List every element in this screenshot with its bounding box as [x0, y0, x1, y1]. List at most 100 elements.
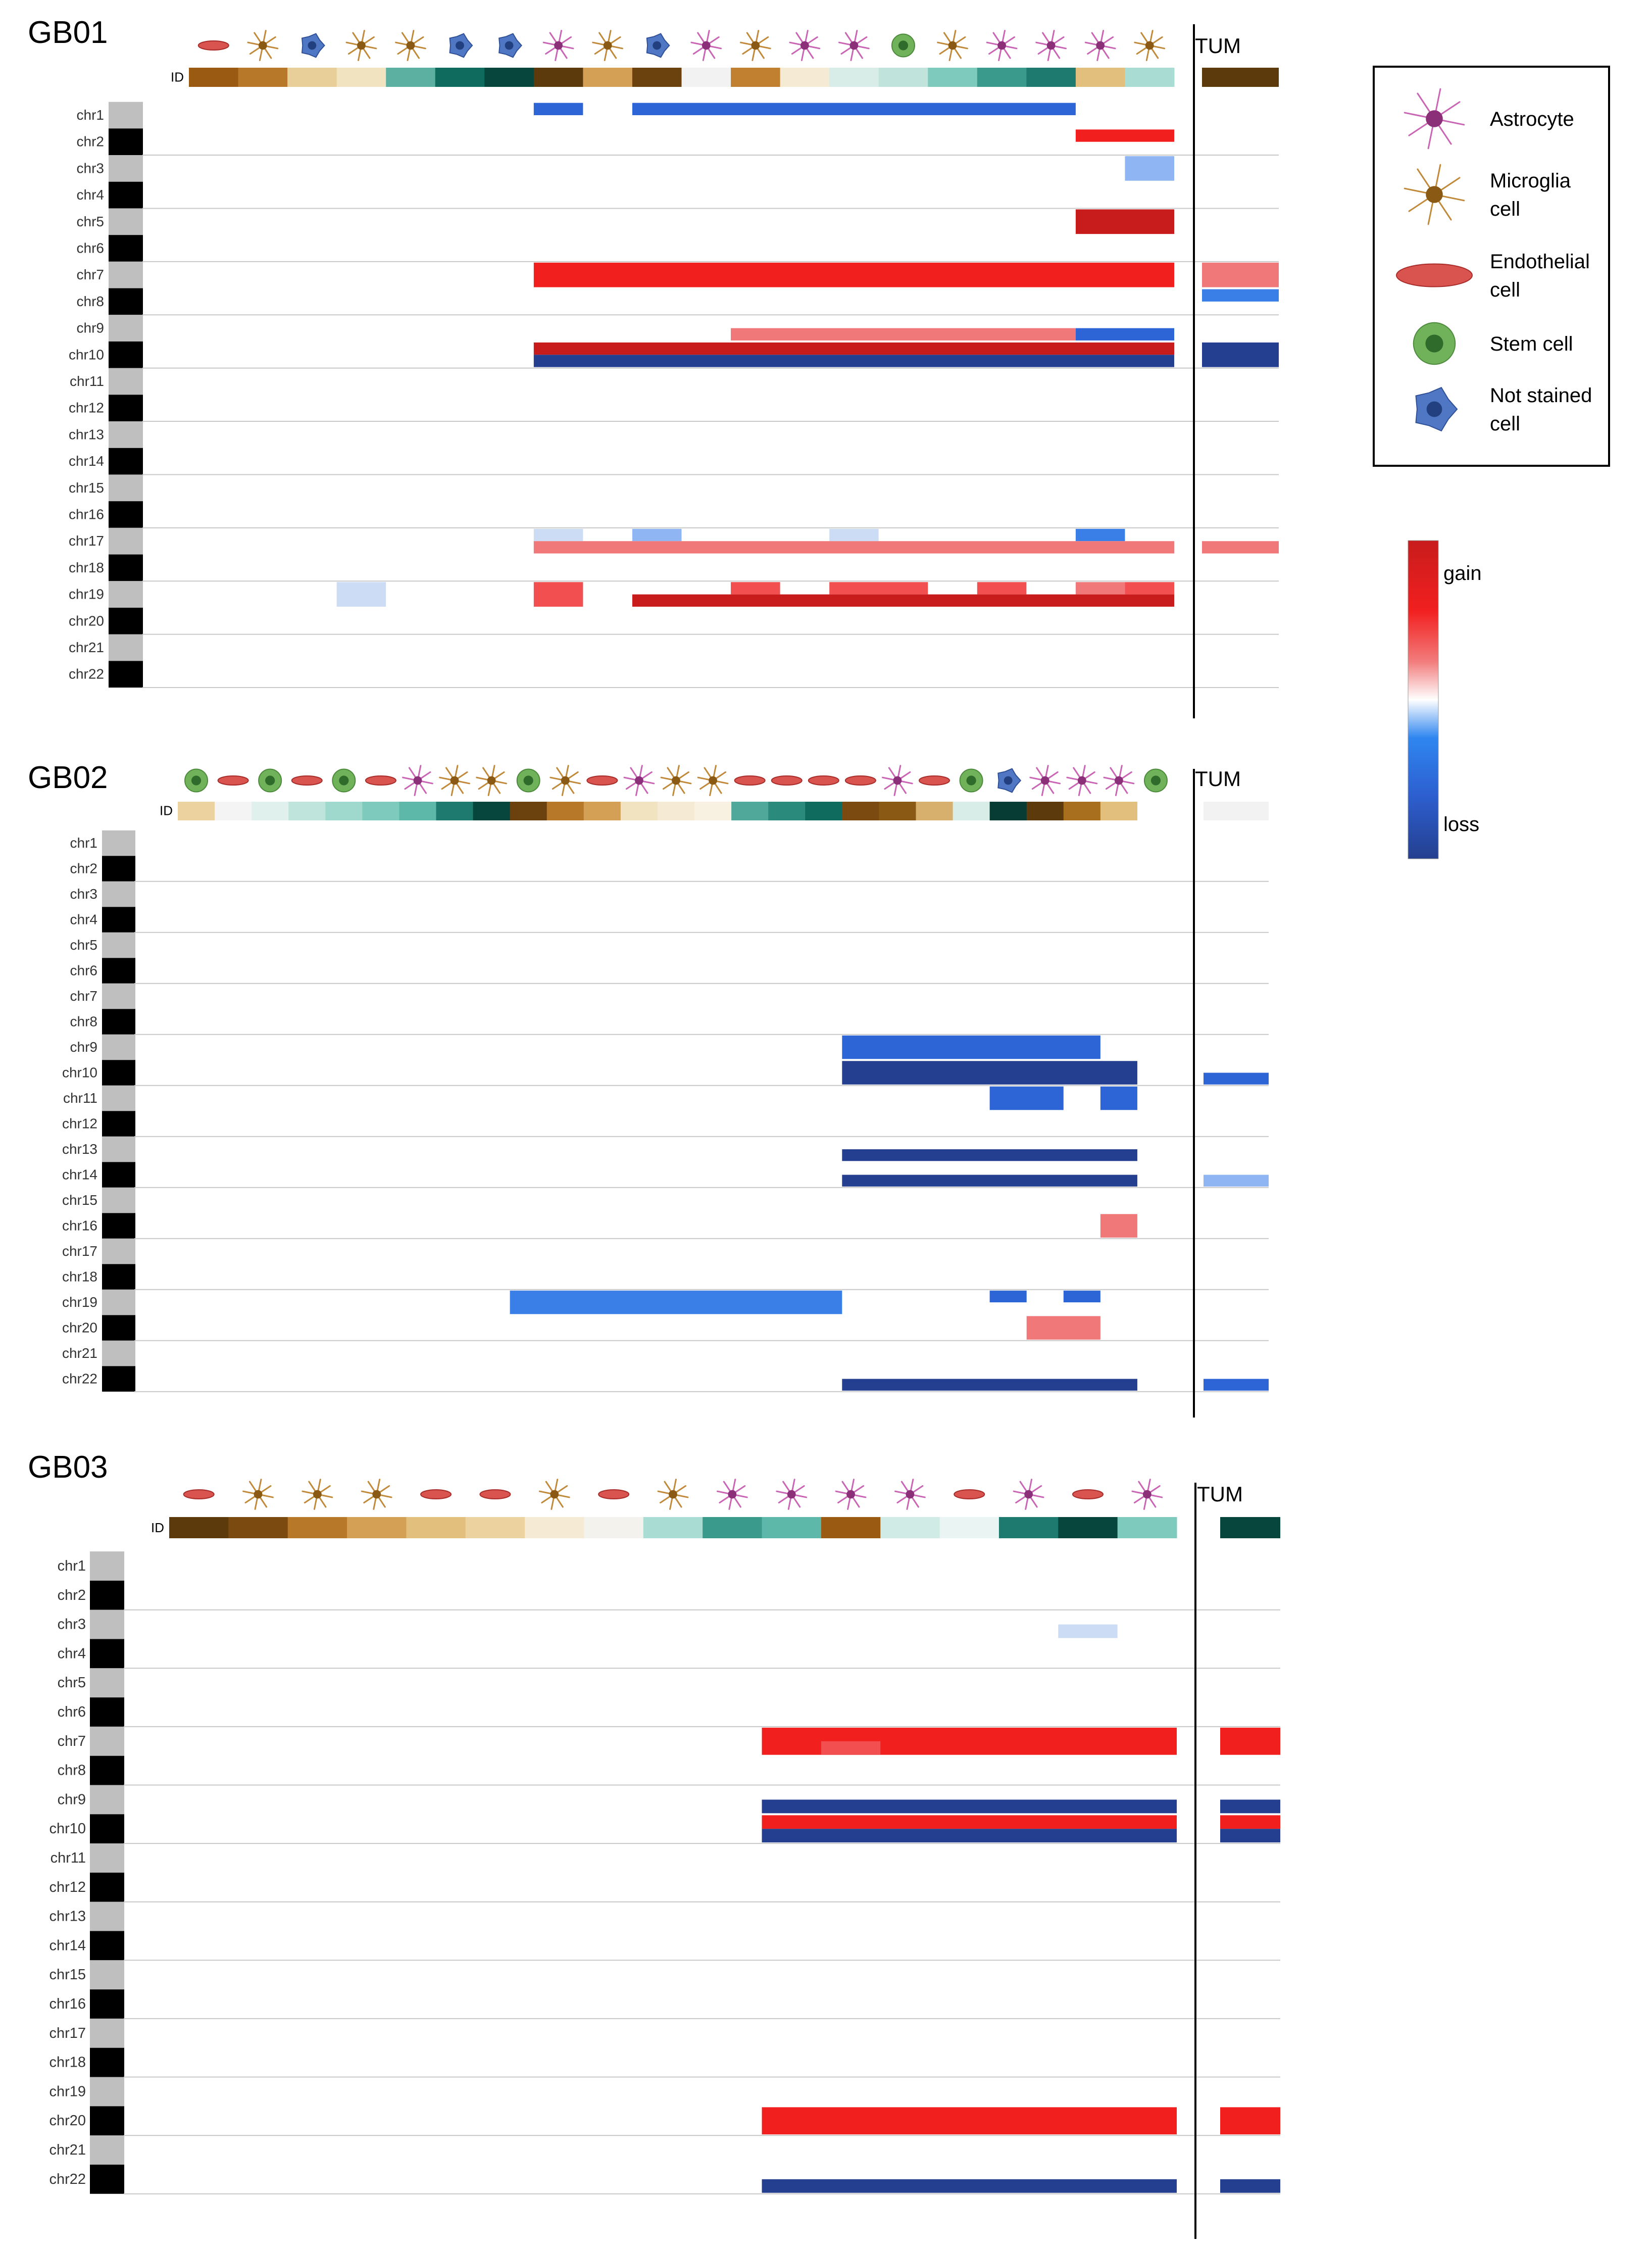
chromosome-block [102, 1238, 135, 1264]
astrocyte-icon [542, 30, 574, 61]
endothelial-icon [954, 1489, 985, 1499]
cnv-cell-chr7 [821, 1741, 881, 1755]
chromosome-block [102, 907, 135, 933]
cnv-cell-chr19 [829, 582, 928, 595]
stem-cell-icon [959, 768, 983, 793]
chromosome-label: chr18 [62, 1269, 97, 1285]
endothelial-icon [1072, 1489, 1104, 1499]
chromosome-label: chr2 [77, 134, 104, 150]
endothelial-icon [1396, 263, 1473, 287]
astrocyte-icon [894, 1479, 926, 1510]
id-swatch [1026, 68, 1076, 87]
endothelial-icon [808, 775, 839, 786]
id-label: ID [160, 803, 173, 818]
chromosome-block [90, 1843, 124, 1873]
chromosome-label: chr11 [51, 1850, 86, 1866]
chromosome-label: chr6 [58, 1704, 86, 1720]
id-swatch [643, 1517, 703, 1538]
panel-gb03: GB03IDchr1chr2chr3chr4chr5chr6chr7chr8ch… [28, 1450, 1280, 2239]
chromosome-block [90, 1901, 124, 1931]
panel-title: GB02 [28, 760, 108, 795]
astrocyte-icon [882, 765, 913, 796]
chromosome-block [90, 1639, 124, 1669]
chromosome-block [109, 181, 143, 209]
cnv-cell-chr19 [632, 594, 1174, 607]
astrocyte-icon [1404, 88, 1465, 150]
chromosome-block [102, 958, 135, 984]
chromosome-label: chr8 [58, 1763, 86, 1779]
endothelial-icon [365, 775, 396, 786]
id-swatch [336, 68, 386, 87]
chromosome-label: chr1 [70, 835, 97, 851]
id-swatch [228, 1517, 288, 1538]
chromosome-label: chr12 [49, 1879, 86, 1895]
chromosome-label: chr16 [62, 1218, 97, 1234]
tum-id-swatch [1220, 1517, 1280, 1538]
chromosome-block [102, 932, 135, 958]
cnv-cell-chr11 [989, 1086, 1064, 1110]
chromosome-block [102, 1289, 135, 1315]
stem-cell-icon [332, 768, 356, 793]
stem-cell-icon [1413, 322, 1456, 365]
chromosome-label: chr16 [69, 507, 104, 522]
not-stained-icon [1415, 386, 1458, 432]
not-stained-icon [449, 33, 473, 58]
chromosome-label: chr19 [62, 1294, 97, 1310]
astrocyte-icon [1103, 765, 1135, 796]
microglia-icon [592, 30, 624, 61]
chromosome-label: chr2 [70, 861, 97, 876]
chromosome-label: chr1 [77, 107, 104, 123]
chromosome-label: chr14 [69, 453, 104, 469]
astrocyte-icon [402, 765, 433, 796]
chromosome-label: chr10 [69, 347, 104, 362]
not-stained-icon [997, 768, 1022, 793]
id-swatch [694, 802, 732, 820]
chromosome-block [90, 1960, 124, 1990]
id-swatch [842, 802, 879, 820]
id-swatch [1100, 802, 1138, 820]
chromosome-block [90, 1697, 124, 1727]
chromosome-block [102, 1366, 135, 1392]
chromosome-label: chr21 [49, 2142, 86, 2158]
chromosome-block [90, 2018, 124, 2048]
astrocyte-icon [838, 30, 870, 61]
astrocyte-icon [835, 1479, 867, 1510]
legend-label: cell [1490, 413, 1520, 435]
id-swatch [325, 802, 363, 820]
chromosome-label: chr14 [49, 1937, 86, 1954]
chromosome-block [102, 1213, 135, 1239]
chromosome-label: chr13 [49, 1909, 86, 1925]
endothelial-icon [197, 40, 229, 51]
id-swatch [169, 1517, 229, 1538]
stem-cell-icon [1143, 768, 1168, 793]
chromosome-block [102, 1085, 135, 1111]
id-swatch [1063, 802, 1101, 820]
endothelial-icon [734, 775, 766, 786]
astrocyte-icon [1029, 765, 1061, 796]
chromosome-label: chr15 [49, 1967, 86, 1983]
chromosome-block [90, 2047, 124, 2077]
tum-id-swatch [1202, 68, 1279, 87]
legend-label: cell [1490, 279, 1520, 301]
chromosome-label: chr19 [49, 2083, 86, 2100]
id-swatch [510, 802, 547, 820]
chromosome-label: chr15 [62, 1192, 97, 1208]
id-swatch [731, 68, 781, 87]
id-swatch [953, 802, 990, 820]
chromosome-label: chr7 [58, 1733, 86, 1749]
chromosome-block [102, 1162, 135, 1188]
not-stained-icon [301, 33, 325, 58]
colorbar-loss-label: loss [1443, 813, 1479, 836]
endothelial-icon [291, 775, 323, 786]
chromosome-block [90, 1668, 124, 1698]
cnv-cells [336, 103, 1279, 607]
cnv-cell-chr13 [842, 1149, 1137, 1161]
cnv-cell-chr22 [762, 2179, 1177, 2193]
chromosome-label: chr21 [62, 1345, 97, 1361]
id-swatch [1117, 1517, 1177, 1538]
chromosome-label: chr7 [77, 267, 104, 282]
id-swatch [989, 802, 1027, 820]
chromosome-label: chr3 [77, 160, 104, 176]
cnv-cell-chr19 [1125, 582, 1174, 595]
id-swatch [584, 1517, 644, 1538]
